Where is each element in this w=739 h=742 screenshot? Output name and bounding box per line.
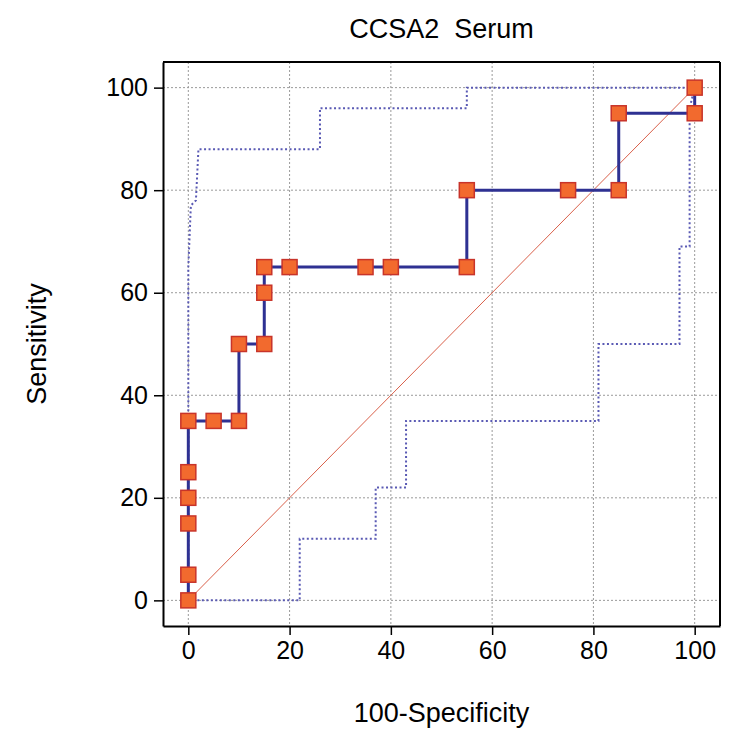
y-tick-label: 0 [134, 586, 148, 614]
grid-line [289, 62, 290, 626]
y-tick-label: 100 [106, 73, 148, 101]
y-tick-label: 40 [120, 381, 148, 409]
x-tick-mark [391, 626, 393, 635]
x-tick-mark [188, 626, 190, 635]
marker [687, 106, 702, 121]
x-tick-mark [593, 626, 595, 635]
x-tick-label: 20 [276, 636, 304, 664]
marker [181, 567, 196, 582]
y-axis-line [163, 63, 165, 627]
y-tick-mark [154, 395, 163, 397]
grid [163, 62, 720, 626]
y-axis: 0 20 40 60 80 100 [106, 63, 163, 627]
frame [163, 61, 720, 63]
y-tick-mark [154, 600, 163, 602]
grid-line [694, 62, 695, 626]
x-tick-label: 0 [182, 636, 196, 664]
marker [231, 337, 246, 352]
x-tick-label: 80 [580, 636, 608, 664]
x-tick: 100 [674, 626, 716, 664]
x-axis-title: 100-Specificity [354, 698, 530, 728]
x-tick: 40 [377, 626, 405, 664]
y-tick: 80 [120, 176, 163, 204]
grid-line [163, 190, 720, 191]
grid-line [163, 395, 720, 396]
y-tick: 0 [134, 586, 163, 614]
y-tick-label: 20 [120, 483, 148, 511]
x-tick: 20 [276, 626, 304, 664]
x-tick: 0 [182, 626, 196, 664]
marker [181, 465, 196, 480]
plot-area [181, 80, 702, 608]
x-tick-label: 60 [479, 636, 507, 664]
marker [257, 285, 272, 300]
marker [231, 413, 246, 428]
y-tick-label: 80 [120, 176, 148, 204]
chart: 0 20 40 60 80 100 0 20 40 60 80 100 CCSA2 Serum 100-S… [0, 0, 739, 742]
x-tick-label: 100 [674, 636, 716, 664]
x-axis: 0 20 40 60 80 100 [164, 626, 721, 664]
marker [181, 413, 196, 428]
marker [181, 593, 196, 608]
y-tick: 100 [106, 73, 163, 101]
grid-line [492, 62, 493, 626]
frame [719, 62, 721, 626]
title: CCSA2 Serum [349, 14, 534, 44]
y-tick: 60 [120, 278, 163, 306]
series-line [188, 88, 694, 601]
y-tick-label: 60 [120, 278, 148, 306]
x-tick: 80 [580, 626, 608, 664]
marker [206, 413, 221, 428]
y-tick-mark [154, 292, 163, 294]
marker [181, 490, 196, 505]
x-tick-label: 40 [377, 636, 405, 664]
grid-line [390, 62, 391, 626]
marker [257, 260, 272, 275]
y-tick-mark [154, 498, 163, 500]
x-tick-mark [492, 626, 494, 635]
series-line [188, 88, 694, 601]
marker [459, 260, 474, 275]
series-line [188, 88, 694, 601]
y-tick-mark [154, 87, 163, 89]
marker [282, 260, 297, 275]
grid-line [163, 497, 720, 498]
marker [611, 106, 626, 121]
marker [687, 80, 702, 95]
x-tick-mark [694, 626, 696, 635]
x-tick: 60 [479, 626, 507, 664]
grid-line [163, 292, 720, 293]
grid-line [163, 87, 720, 88]
marker [459, 183, 474, 198]
marker [383, 260, 398, 275]
y-tick-mark [154, 190, 163, 192]
marker [181, 516, 196, 531]
x-axis-line [164, 626, 721, 628]
grid-line [163, 600, 720, 601]
grid-line [593, 62, 594, 626]
marker [358, 260, 373, 275]
y-tick: 20 [120, 483, 163, 511]
marker [611, 183, 626, 198]
y-tick: 40 [120, 381, 163, 409]
marker [257, 337, 272, 352]
y-axis-title: Sensitivity [22, 283, 52, 405]
series-line [188, 88, 694, 601]
marker [561, 183, 576, 198]
x-tick-mark [289, 626, 291, 635]
